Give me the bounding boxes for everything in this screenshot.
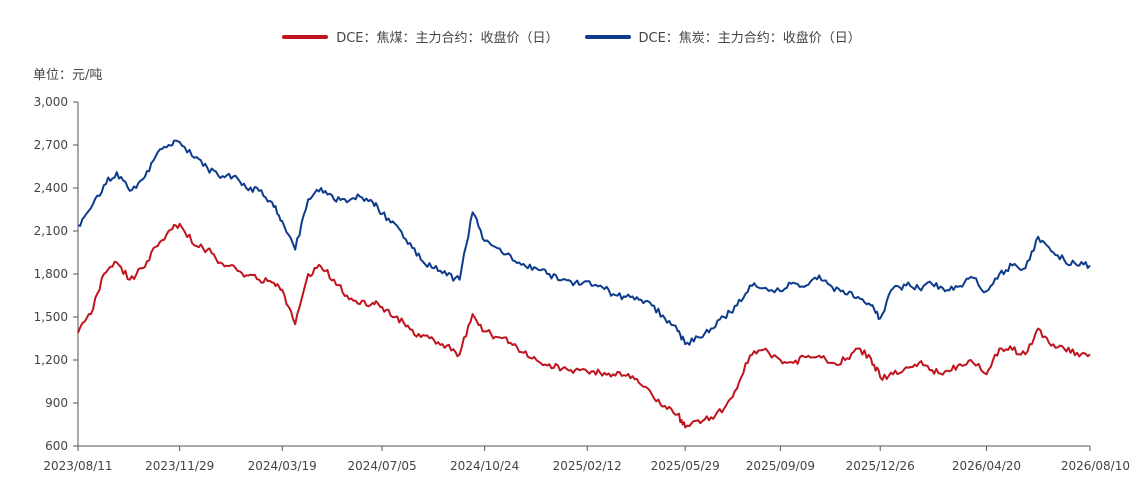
y-tick-label: 1,800 [34, 267, 68, 281]
x-tick-label: 2023/08/11 [43, 459, 112, 473]
y-tick-label: 2,700 [34, 138, 68, 152]
x-tick-label: 2024/10/24 [450, 459, 519, 473]
legend: DCE：焦煤：主力合约：收盘价（日） DCE：焦炭：主力合约：收盘价（日） [0, 27, 1143, 46]
legend-item-coking-coal[interactable]: DCE：焦煤：主力合约：收盘价（日） [282, 27, 559, 46]
series-line-0 [77, 222, 1091, 429]
y-tick-label: 1,500 [34, 310, 68, 324]
y-tick-label: 1,200 [34, 353, 68, 367]
legend-label-coke: DCE：焦炭：主力合约：收盘价（日） [638, 31, 861, 46]
legend-swatch-coking-coal [282, 34, 329, 39]
axes: 600 900 1,200 1,500 1,800 2,100 2,400 2,700 3,00… [34, 95, 1130, 473]
y-tick-label: 3,000 [34, 95, 68, 109]
y-tick-label: 900 [45, 396, 68, 410]
x-tick-label: 2025/09/09 [746, 459, 815, 473]
x-tick-label: 2026/08/10 [1061, 459, 1130, 473]
unit-label: 单位：元/吨 [33, 68, 103, 83]
x-tick-label: 2025/12/26 [846, 459, 915, 473]
series-line-1 [77, 139, 1091, 346]
x-tick-label: 2023/11/29 [145, 459, 214, 473]
legend-label-coking-coal: DCE：焦煤：主力合约：收盘价（日） [336, 31, 559, 46]
x-tick-label: 2024/03/19 [248, 459, 317, 473]
y-tick-label: 600 [45, 439, 68, 453]
legend-swatch-coke [584, 34, 631, 39]
x-tick-label: 2024/07/05 [347, 459, 416, 473]
legend-item-coke[interactable]: DCE：焦炭：主力合约：收盘价（日） [584, 27, 861, 46]
x-tick-label: 2025/05/29 [651, 459, 720, 473]
x-tick-label: 2026/04/20 [952, 459, 1021, 473]
y-tick-label: 2,400 [34, 181, 68, 195]
x-tick-label: 2025/02/12 [553, 459, 622, 473]
series-layer [77, 139, 1091, 429]
y-tick-label: 2,100 [34, 224, 68, 238]
